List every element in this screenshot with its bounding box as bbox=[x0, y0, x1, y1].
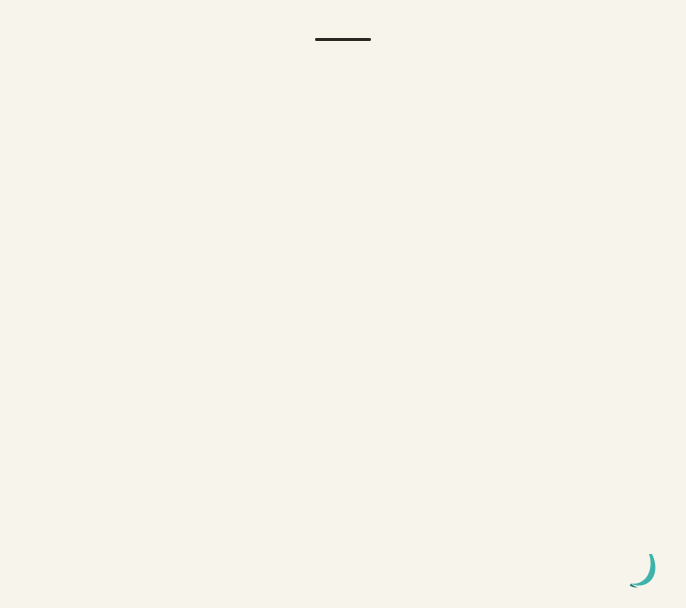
chart-block bbox=[0, 67, 686, 391]
chart-legend bbox=[0, 67, 686, 79]
legend-item-applicants[interactable] bbox=[300, 67, 318, 79]
legend-item-passers[interactable] bbox=[334, 67, 352, 79]
crescent-logo-icon bbox=[629, 554, 656, 588]
chart-svg bbox=[0, 91, 686, 391]
title-divider bbox=[315, 38, 371, 41]
brand-logo[interactable] bbox=[626, 552, 668, 590]
chart-plot-area bbox=[0, 91, 686, 391]
legend-item-pass-rate[interactable] bbox=[368, 67, 386, 79]
page-header bbox=[0, 0, 686, 41]
legend-swatch-pass-rate bbox=[368, 67, 380, 79]
legend-swatch-passers bbox=[334, 67, 346, 79]
legend-swatch-applicants bbox=[300, 67, 312, 79]
